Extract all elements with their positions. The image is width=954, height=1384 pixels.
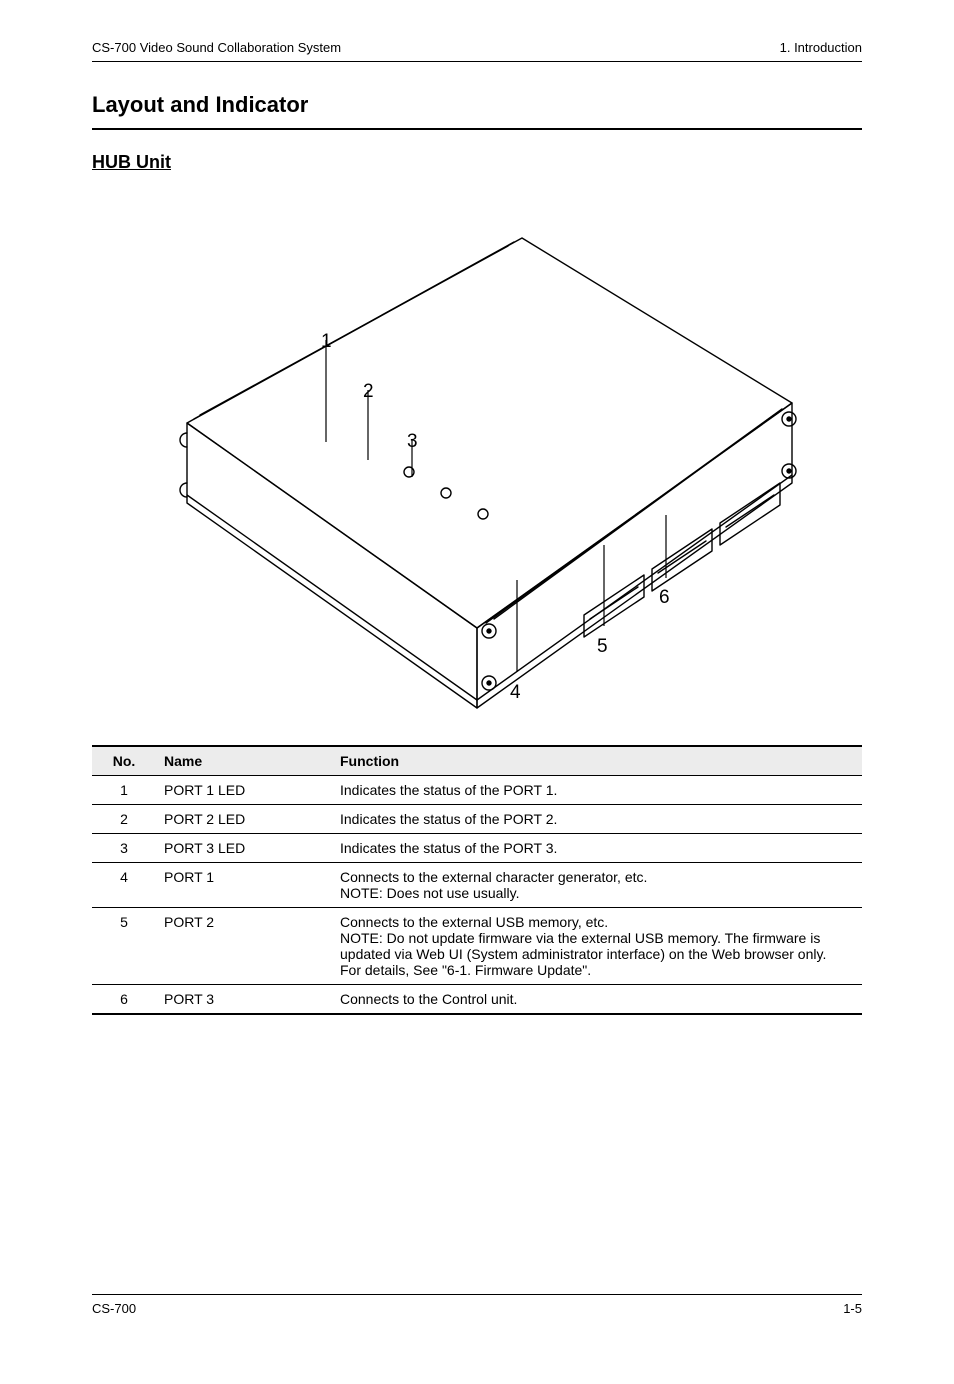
header-rule	[92, 61, 862, 62]
table-body: 1PORT 1 LEDIndicates the status of the P…	[92, 776, 862, 1015]
callout-2: 2	[363, 382, 374, 401]
cell-name: PORT 3	[156, 985, 332, 1015]
cell-function: Indicates the status of the PORT 1.	[332, 776, 862, 805]
cell-function: Indicates the status of the PORT 2.	[332, 805, 862, 834]
col-name: Name	[156, 746, 332, 776]
cell-name: PORT 1 LED	[156, 776, 332, 805]
table-head: No. Name Function	[92, 746, 862, 776]
header-right: 1. Introduction	[780, 40, 862, 55]
callout-4: 4	[510, 683, 521, 702]
header-left: CS-700 Video Sound Collaboration System	[92, 40, 341, 55]
cell-function: Indicates the status of the PORT 3.	[332, 834, 862, 863]
cell-no: 4	[92, 863, 156, 908]
cell-name: PORT 1	[156, 863, 332, 908]
cell-no: 5	[92, 908, 156, 985]
cell-name: PORT 3 LED	[156, 834, 332, 863]
footer-left: CS-700	[92, 1301, 136, 1316]
callout-3: 3	[407, 432, 418, 451]
footer-rule	[92, 1294, 862, 1295]
page-header: CS-700 Video Sound Collaboration System …	[92, 40, 862, 55]
cell-no: 6	[92, 985, 156, 1015]
cell-function: Connects to the external USB memory, etc…	[332, 908, 862, 985]
cell-name: PORT 2	[156, 908, 332, 985]
cell-no: 2	[92, 805, 156, 834]
callout-6: 6	[659, 588, 670, 607]
cell-function: Connects to the external character gener…	[332, 863, 862, 908]
cell-no: 1	[92, 776, 156, 805]
page-footer: CS-700 1-5	[92, 1294, 862, 1316]
table-row: 6PORT 3Connects to the Control unit.	[92, 985, 862, 1015]
table-row: 2PORT 2 LEDIndicates the status of the P…	[92, 805, 862, 834]
parts-table: No. Name Function 1PORT 1 LEDIndicates t…	[92, 745, 862, 1015]
table-row: 1PORT 1 LEDIndicates the status of the P…	[92, 776, 862, 805]
section-rule	[92, 128, 862, 130]
col-no: No.	[92, 746, 156, 776]
table-row: 5PORT 2Connects to the external USB memo…	[92, 908, 862, 985]
hub-figure: 1 2 3 4 5 6	[92, 183, 862, 743]
col-function: Function	[332, 746, 862, 776]
table-row: 4PORT 1Connects to the external characte…	[92, 863, 862, 908]
section-title: Layout and Indicator	[92, 92, 862, 118]
cell-name: PORT 2 LED	[156, 805, 332, 834]
footer-right: 1-5	[843, 1301, 862, 1316]
section-subhead: HUB Unit	[92, 152, 862, 173]
callout-1: 1	[321, 332, 332, 351]
cell-function: Connects to the Control unit.	[332, 985, 862, 1015]
cell-no: 3	[92, 834, 156, 863]
callout-5: 5	[597, 637, 608, 656]
table-row: 3PORT 3 LEDIndicates the status of the P…	[92, 834, 862, 863]
page: CS-700 Video Sound Collaboration System …	[0, 0, 954, 1384]
